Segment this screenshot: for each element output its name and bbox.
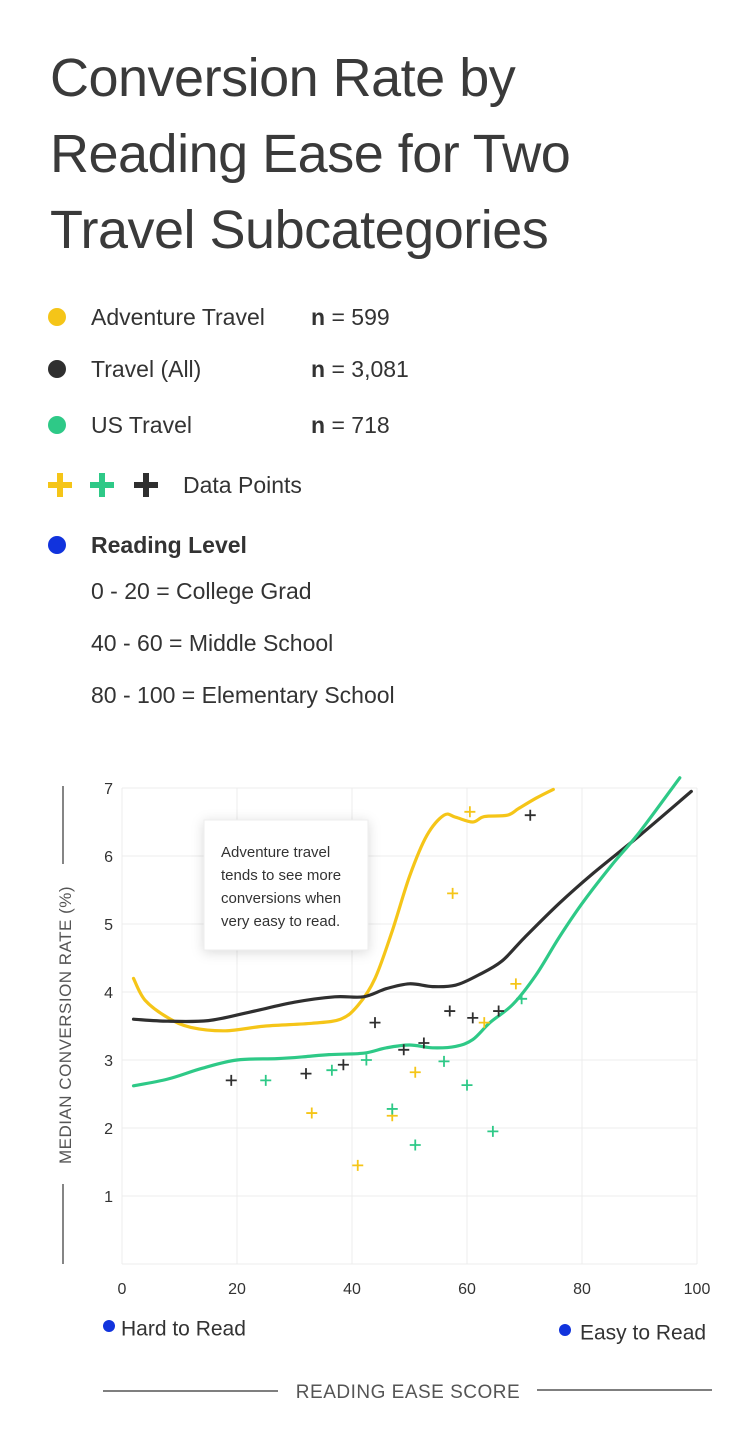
data-point-adventure-travel (510, 978, 522, 990)
data-point-travel-all (444, 1005, 456, 1017)
hard-to-read-label: Hard to Read (103, 1318, 246, 1341)
data-point-travel-all (418, 1037, 430, 1049)
x-tick-label: 0 (118, 1281, 127, 1298)
legend-blue-dot-icon (48, 536, 66, 554)
black-plus-icon (134, 473, 158, 497)
x-tick-label: 40 (343, 1281, 361, 1298)
annotation-line: tends to see more (221, 867, 341, 884)
reading-level-title: Reading Level (91, 531, 247, 558)
legend-item-travel-all: Travel (All) n = 3,081 (48, 354, 409, 384)
data-point-us-travel (386, 1103, 398, 1115)
data-point-travel-all (398, 1044, 410, 1056)
data-point-adventure-travel (447, 887, 459, 899)
x-tick-label: 20 (228, 1281, 246, 1298)
easy-to-read-text: Easy to Read (580, 1322, 706, 1345)
reading-level-item: 80 - 100 = Elementary School (91, 682, 395, 708)
y-tick-label: 4 (104, 985, 113, 1002)
annotation-box: Adventure travel tends to see more convers… (203, 819, 369, 951)
series-lines (131, 776, 693, 1088)
data-point-travel-all (524, 809, 536, 821)
y-tick-label: 5 (104, 917, 113, 934)
legend-reading-level: Reading Level (48, 530, 247, 560)
x-axis-title: READING EASE SCORE (103, 1382, 712, 1403)
x-tick-labels: 0 20 40 60 80 100 (118, 1281, 711, 1298)
legend-yellow-dot-icon (48, 308, 66, 326)
series-line-us-travel (131, 776, 682, 1088)
reading-level-item: 40 - 60 = Middle School (91, 630, 334, 656)
y-tick-label: 7 (104, 781, 113, 798)
hard-to-read-text: Hard to Read (121, 1318, 246, 1341)
x-axis-label: READING EASE SCORE (296, 1382, 520, 1403)
y-tick-label: 1 (104, 1189, 113, 1206)
data-points (225, 806, 536, 1171)
blue-dot-icon (559, 1324, 571, 1336)
data-point-us-travel (516, 993, 528, 1005)
y-tick-label: 3 (104, 1053, 113, 1070)
data-point-travel-all (493, 1005, 505, 1017)
data-point-us-travel (326, 1064, 338, 1076)
legend-item-adventure-travel: Adventure Travel n = 599 (48, 302, 390, 332)
legend-label: Adventure Travel (91, 303, 265, 330)
data-point-adventure-travel (478, 1017, 490, 1029)
data-point-adventure-travel (306, 1107, 318, 1119)
legend-count: n = 718 (311, 411, 390, 438)
y-tick-label: 2 (104, 1121, 113, 1138)
data-point-travel-all (225, 1074, 237, 1086)
data-point-us-travel (487, 1125, 499, 1137)
data-point-us-travel (360, 1054, 372, 1066)
chart-title: Conversion Rate by Reading Ease for Two … (50, 48, 571, 260)
data-points-label: Data Points (183, 472, 302, 498)
data-point-travel-all (337, 1059, 349, 1071)
line-chart: MEDIAN CONVERSION RATE (%) 1 2 3 4 5 6 7 0 20 40… (56, 776, 712, 1403)
legend-label: US Travel (91, 411, 192, 438)
green-plus-icon (90, 473, 114, 497)
legend-black-dot-icon (48, 360, 66, 378)
data-point-us-travel (461, 1079, 473, 1091)
annotation-line: conversions when (221, 890, 341, 907)
data-point-us-travel (409, 1139, 421, 1151)
legend-green-dot-icon (48, 416, 66, 434)
data-point-travel-all (369, 1017, 381, 1029)
reading-level-item: 0 - 20 = College Grad (91, 578, 312, 604)
data-point-adventure-travel (352, 1159, 364, 1171)
easy-to-read-label: Easy to Read (559, 1322, 706, 1345)
data-point-us-travel (260, 1074, 272, 1086)
y-axis-label: MEDIAN CONVERSION RATE (%) (56, 886, 75, 1164)
data-point-adventure-travel (464, 806, 476, 818)
annotation-line: very easy to read. (221, 913, 340, 930)
data-point-travel-all (300, 1068, 312, 1080)
legend-count: n = 599 (311, 303, 390, 330)
data-point-us-travel (438, 1055, 450, 1067)
yellow-plus-icon (48, 473, 72, 497)
series-line-travel-all (131, 789, 693, 1024)
data-point-travel-all (467, 1012, 479, 1024)
series-line-adventure-travel (131, 787, 555, 1033)
legend-count: n = 3,081 (311, 355, 409, 382)
annotation-text: Adventure travel tends to see more convers… (221, 844, 341, 930)
x-tick-label: 80 (573, 1281, 591, 1298)
annotation-line: Adventure travel (221, 844, 330, 861)
data-point-adventure-travel (409, 1066, 421, 1078)
blue-dot-icon (103, 1320, 115, 1332)
y-tick-label: 6 (104, 849, 113, 866)
y-tick-labels: 1 2 3 4 5 6 7 (104, 781, 113, 1206)
legend-label: Travel (All) (91, 355, 202, 382)
x-tick-label: 100 (684, 1281, 711, 1298)
legend-item-us-travel: US Travel n = 718 (48, 410, 390, 440)
x-tick-label: 60 (458, 1281, 476, 1298)
